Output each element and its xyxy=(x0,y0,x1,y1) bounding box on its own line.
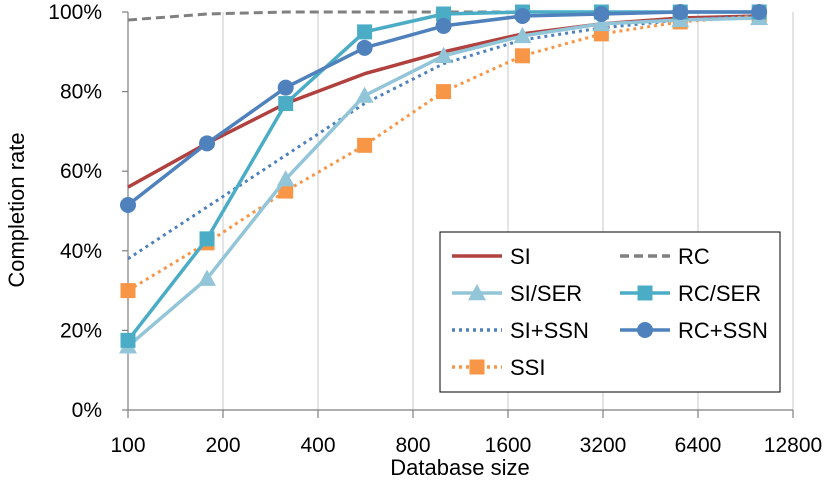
data-point-rc-ser-2 xyxy=(278,96,294,112)
x-tick-label-400: 400 xyxy=(300,434,335,457)
legend-item-rc: RC xyxy=(620,244,710,269)
data-point-ssi-4 xyxy=(436,84,452,100)
series-layer xyxy=(119,4,769,354)
data-point-ssi-0 xyxy=(120,283,136,299)
y-tick-label-3: 60% xyxy=(60,160,102,183)
series-si-ssn xyxy=(127,14,760,261)
x-tick-label-1600: 1600 xyxy=(485,434,532,457)
legend-item-si-ssn: SI+SSN xyxy=(452,318,589,343)
legend-item-si: SI xyxy=(452,244,531,269)
legend-marker-ssi xyxy=(469,359,485,375)
data-point-rc-ser-4 xyxy=(436,6,452,22)
x-tick-label-200: 200 xyxy=(205,434,240,457)
data-point-rc-ssn-7 xyxy=(672,4,689,20)
data-point-rc-ssn-4 xyxy=(435,17,452,34)
y-axis-title: Completion rate xyxy=(4,132,29,287)
data-point-ssi-2 xyxy=(278,183,294,199)
legend-item-ssi: SSI xyxy=(452,355,545,380)
legend-label-si-ser: SI/SER xyxy=(510,281,582,306)
data-point-si-ser-5 xyxy=(513,26,532,44)
data-point-si-ser-4 xyxy=(434,46,453,63)
x-axis-title: Database size xyxy=(390,455,529,480)
y-tick-label-1: 20% xyxy=(60,319,102,342)
legend: SI RC SI/SER RC/SER SI+SSN RC+SSN SSI xyxy=(439,231,781,393)
y-tick-label-2: 40% xyxy=(60,240,102,263)
x-tick-label-3200: 3200 xyxy=(580,434,627,457)
data-point-ssi-3 xyxy=(357,137,373,153)
y-tick-label-5: 100% xyxy=(48,1,102,24)
y-tick-label-4: 80% xyxy=(60,81,102,104)
legend-marker-rc-ssn xyxy=(637,322,653,338)
legend-item-si-ser: SI/SER xyxy=(452,281,582,306)
legend-label-rc-ser: RC/SER xyxy=(678,281,761,306)
x-tick-label-800: 800 xyxy=(395,434,430,457)
data-point-ssi-5 xyxy=(514,48,530,64)
data-point-si-ser-6 xyxy=(592,14,611,32)
legend-marker-rc-ser xyxy=(637,285,653,301)
x-tick-label-12800: 12800 xyxy=(764,434,822,457)
data-point-rc-ssn-1 xyxy=(199,135,216,152)
legend-item-rc-ssn: RC+SSN xyxy=(620,318,768,343)
legend-label-si: SI xyxy=(510,244,531,269)
legend-marker-si-ser xyxy=(468,284,486,301)
data-point-si-ser-2 xyxy=(276,170,295,187)
legend-label-rc: RC xyxy=(678,244,710,269)
legend-label-ssi: SSI xyxy=(510,355,545,380)
data-point-rc-ssn-3 xyxy=(356,39,373,56)
data-point-si-ser-1 xyxy=(198,269,217,286)
legend-item-rc-ser: RC/SER xyxy=(620,281,761,306)
series-line-si-ssn xyxy=(127,14,760,261)
data-point-rc-ser-1 xyxy=(199,231,215,247)
data-point-rc-ssn-5 xyxy=(514,7,531,24)
legend-label-si-ssn: SI+SSN xyxy=(510,318,589,343)
data-point-si-ser-3 xyxy=(355,86,374,103)
data-point-rc-ssn-2 xyxy=(277,79,294,96)
data-point-rc-ssn-0 xyxy=(120,197,136,214)
series-rc-ssn xyxy=(120,4,768,214)
data-point-rc-ser-3 xyxy=(357,24,373,40)
axes: 100 200 400 800 1600 3200 6400 12800 0% 20% 40% 60%… xyxy=(48,1,822,457)
y-tick-label-0: 0% xyxy=(72,399,102,422)
legend-label-rc-ssn: RC+SSN xyxy=(678,318,768,343)
x-tick-label-100: 100 xyxy=(110,434,145,457)
data-point-rc-ser-0 xyxy=(120,332,136,348)
data-point-rc-ssn-8 xyxy=(751,4,768,20)
data-point-rc-ssn-6 xyxy=(593,5,610,22)
x-tick-label-6400: 6400 xyxy=(675,434,722,457)
